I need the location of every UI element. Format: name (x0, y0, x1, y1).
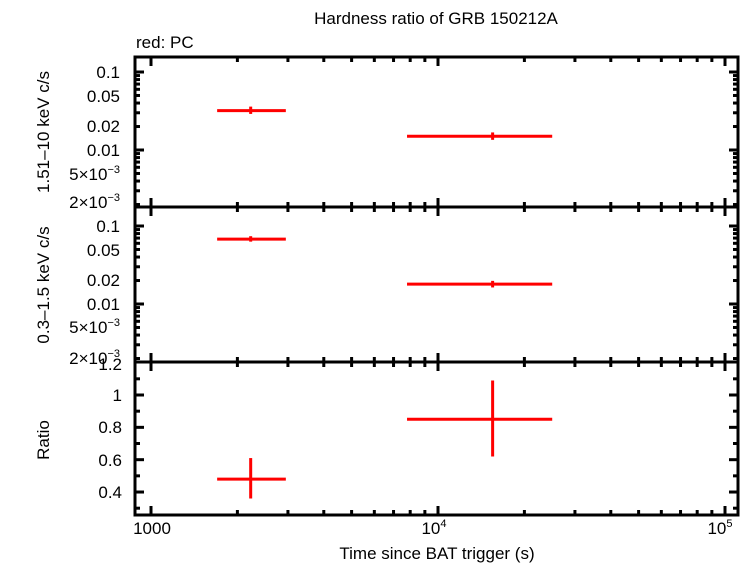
x-axis-ticks (149, 57, 727, 515)
svg-text:0.6: 0.6 (98, 451, 122, 470)
legend-note: red: PC (136, 33, 194, 52)
data-points (217, 106, 553, 499)
svg-text:0.1: 0.1 (96, 217, 120, 236)
svg-text:0.4: 0.4 (98, 483, 122, 502)
y-axis-ticks (135, 70, 738, 510)
svg-text:0.02: 0.02 (87, 271, 120, 290)
x-axis-label: Time since BAT trigger (s) (339, 544, 534, 563)
svg-text:0.01: 0.01 (87, 295, 120, 314)
svg-text:0.02: 0.02 (87, 117, 120, 136)
svg-text:2×10−3: 2×10−3 (69, 348, 120, 368)
svg-text:0.8: 0.8 (98, 418, 122, 437)
svg-text:0.1: 0.1 (96, 63, 120, 82)
x-tick-1000: 1000 (133, 519, 171, 538)
svg-text:0.05: 0.05 (87, 87, 120, 106)
plot-frame (133, 55, 740, 517)
chart-title: Hardness ratio of GRB 150212A (314, 9, 558, 28)
x-tick-1e5: 105 (707, 518, 732, 538)
y-axis-label-ratio: Ratio (34, 420, 53, 460)
svg-text:0.01: 0.01 (87, 141, 120, 160)
y-tick-labels-ratio: 1.2 1 0.8 0.6 0.4 (98, 355, 122, 502)
y-tick-labels-mid: 0.1 0.05 0.02 0.01 5×10−3 2×10−3 (69, 217, 120, 368)
svg-text:0.05: 0.05 (87, 241, 120, 260)
x-tick-1e4: 104 (421, 518, 446, 538)
y-tick-labels-top: 0.1 0.05 0.02 0.01 5×10−3 2×10−3 (69, 63, 120, 212)
x-tick-labels: 1000 104 105 (133, 518, 732, 538)
svg-text:2×10−3: 2×10−3 (69, 192, 120, 212)
y-axis-label-mid: 0.3–1.5 keV c/s (34, 226, 53, 343)
svg-text:1: 1 (113, 386, 122, 405)
svg-text:5×10−3: 5×10−3 (69, 164, 120, 184)
y-axis-label-top: 1.51–10 keV c/s (34, 71, 53, 193)
svg-text:1.2: 1.2 (98, 355, 122, 374)
svg-text:5×10−3: 5×10−3 (69, 317, 120, 337)
